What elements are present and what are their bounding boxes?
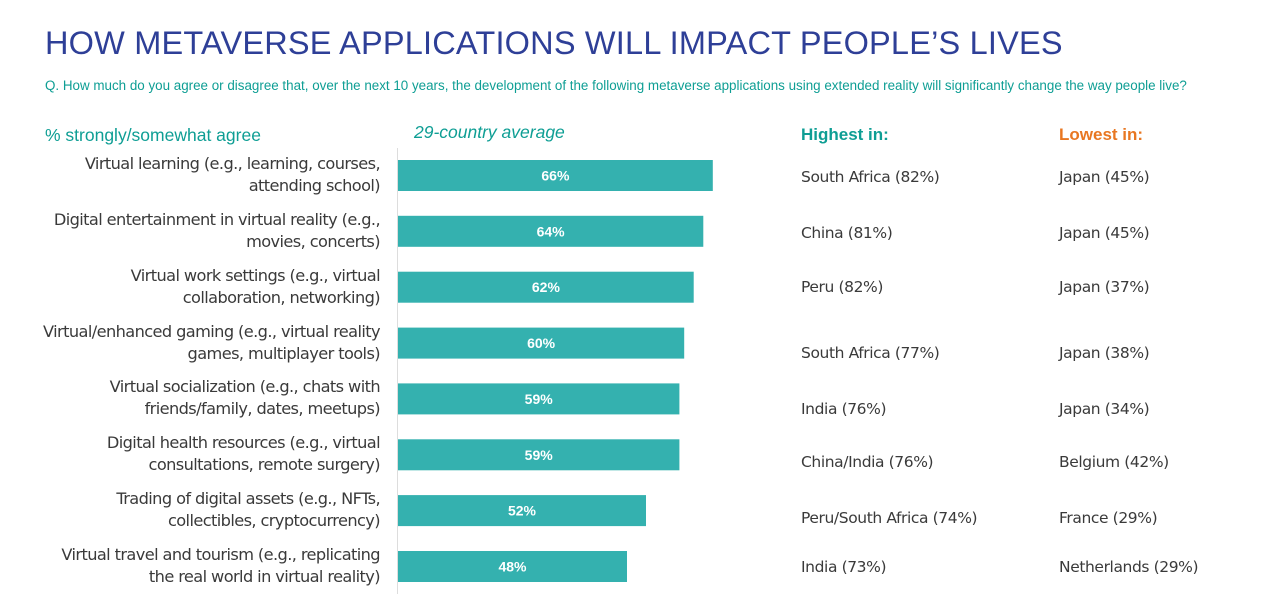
- highest-in-value: Peru (82%): [801, 277, 883, 296]
- bar-data-label: 59%: [525, 447, 554, 463]
- bar-data-label: 60%: [527, 335, 556, 351]
- lowest-in-value: Japan (34%): [1059, 400, 1150, 419]
- bar: [398, 495, 646, 527]
- bar: [398, 271, 694, 303]
- bar: [398, 383, 680, 415]
- category-label: Trading of digital assets (e.g., NFTs, co…: [10, 488, 380, 532]
- category-label: Virtual work settings (e.g., virtual coll…: [10, 265, 381, 309]
- category-label: Digital health resources (e.g., virtual c…: [10, 432, 381, 476]
- bar: [398, 551, 627, 582]
- category-label-line: consultations, remote surgery): [148, 455, 381, 475]
- bar: [398, 160, 713, 191]
- category-label-line: Virtual travel and tourism (e.g., replic…: [61, 545, 380, 564]
- page-title: HOW METAVERSE APPLICATIONS WILL IMPACT P…: [45, 25, 1063, 61]
- lowest-in-value: Netherlands (29%): [1059, 558, 1199, 576]
- category-label-line: the real world in virtual reality): [148, 567, 381, 586]
- lowest-in-value: Belgium (42%): [1059, 453, 1169, 472]
- survey-question: Q. How much do you agree or disagree tha…: [45, 78, 1187, 93]
- category-label-line: Virtual work settings (e.g., virtual: [130, 265, 381, 285]
- bar-data-label: 52%: [508, 503, 537, 519]
- category-label: Virtual/enhanced gaming (e.g., virtual r…: [10, 321, 381, 365]
- category-label-line: Digital health resources (e.g., virtual: [106, 433, 381, 453]
- bar-data-label: 48%: [498, 559, 527, 575]
- category-label: Virtual travel and tourism (e.g., replic…: [10, 544, 380, 588]
- bar: [398, 439, 680, 471]
- highest-in-value: China/India (76%): [801, 453, 934, 472]
- lowest-in-value: Japan (45%): [1059, 168, 1150, 186]
- bar-data-label: 59%: [525, 391, 554, 407]
- category-label-line: games, multiplayer tools): [187, 343, 381, 363]
- category-label-line: Virtual learning (e.g., learning, course…: [84, 154, 381, 173]
- category-label-line: collectibles, cryptocurrency): [167, 511, 381, 531]
- category-label: Virtual socialization (e.g., chats with f…: [10, 376, 381, 420]
- bar-data-label: 66%: [541, 168, 570, 184]
- lowest-in-header: Lowest in:: [1059, 125, 1144, 144]
- average-label: 29-country average: [414, 122, 565, 142]
- category-label-line: movies, concerts): [246, 231, 381, 251]
- highest-in-value: South Africa (82%): [801, 168, 940, 186]
- category-label: Virtual learning (e.g., learning, course…: [10, 153, 381, 197]
- bar-data-label: 64%: [537, 223, 566, 239]
- highest-in-value: China (81%): [801, 223, 893, 242]
- category-label-line: Virtual socialization (e.g., chats with: [109, 377, 381, 397]
- lowest-in-value: Japan (37%): [1059, 277, 1150, 296]
- bar-data-label: 62%: [532, 279, 561, 295]
- highest-in-value: India (73%): [801, 558, 887, 576]
- highest-in-value: South Africa (77%): [801, 343, 940, 362]
- bar: [398, 327, 685, 359]
- lowest-in-value: Japan (45%): [1059, 223, 1150, 242]
- category-label-line: friends/family, dates, meetups): [144, 399, 381, 419]
- category-label-line: Virtual/enhanced gaming (e.g., virtual r…: [43, 321, 381, 341]
- highest-in-value: India (76%): [801, 400, 887, 419]
- category-label-line: attending school): [248, 176, 381, 195]
- category-label-line: Trading of digital assets (e.g., NFTs,: [116, 489, 380, 509]
- highest-in-value: Peru/South Africa (74%): [801, 509, 978, 528]
- category-label: Digital entertainment in virtual reality…: [10, 209, 381, 253]
- lowest-in-value: Japan (38%): [1059, 343, 1150, 362]
- bar: [398, 215, 704, 247]
- category-label-line: Digital entertainment in virtual reality…: [53, 209, 381, 229]
- measure-label: % strongly/somewhat agree: [45, 125, 261, 145]
- highest-in-header: Highest in:: [801, 125, 889, 144]
- category-label-line: collaboration, networking): [182, 287, 381, 307]
- lowest-in-value: France (29%): [1059, 509, 1158, 528]
